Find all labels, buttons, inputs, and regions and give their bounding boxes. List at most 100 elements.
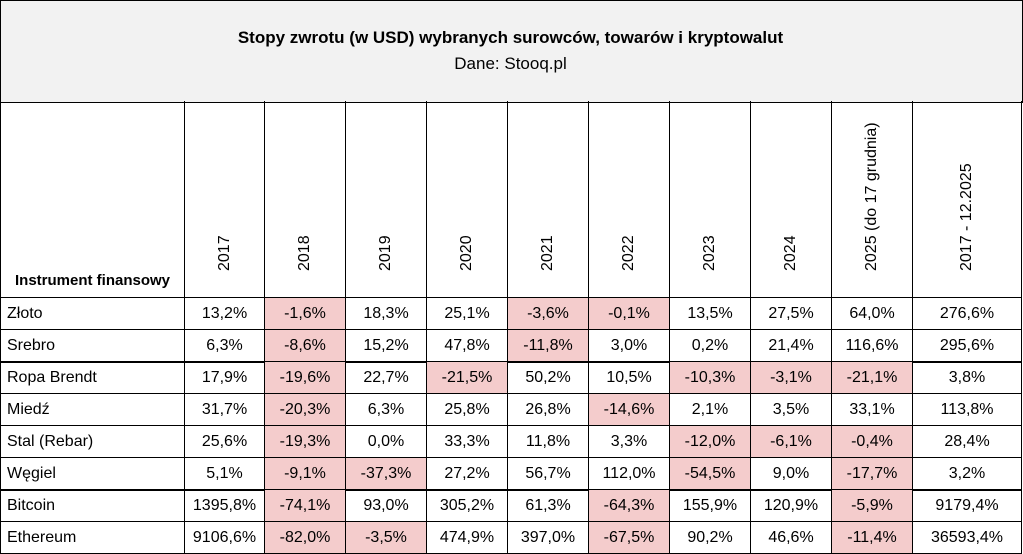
value-cell: 0,0% [346, 426, 427, 458]
column-header: 2020 [427, 101, 508, 298]
value-cell: 25,1% [427, 298, 508, 330]
value-cell: 6,3% [185, 330, 265, 362]
value-cell: 61,3% [508, 490, 589, 522]
value-cell: 64,0% [832, 298, 913, 330]
value-cell: 13,2% [185, 298, 265, 330]
row-label: Złoto [0, 298, 185, 330]
column-header: 2025 (do 17 grudnia) [832, 101, 913, 298]
row-label: Miedź [0, 394, 185, 426]
value-cell: 27,2% [427, 458, 508, 490]
column-header-text: 2024 [782, 235, 799, 271]
value-cell: -3,1% [751, 362, 832, 394]
column-header-text: Instrument finansowy [14, 272, 171, 289]
value-cell: 26,8% [508, 394, 589, 426]
column-header: 2023 [670, 101, 751, 298]
value-cell: 305,2% [427, 490, 508, 522]
group-separator [0, 489, 1022, 491]
subtitle: Dane: Stooq.pl [454, 54, 567, 73]
value-cell: -82,0% [265, 522, 346, 554]
value-cell: -9,1% [265, 458, 346, 490]
row-label: Węgiel [0, 458, 185, 490]
value-cell: -19,3% [265, 426, 346, 458]
value-cell: 1395,8% [185, 490, 265, 522]
column-header-text: 2025 (do 17 grudnia) [863, 122, 880, 271]
column-header: 2024 [751, 101, 832, 298]
value-cell: 3,2% [913, 458, 1022, 490]
value-cell: 113,8% [913, 394, 1022, 426]
value-cell: 22,7% [346, 362, 427, 394]
value-cell: 50,2% [508, 362, 589, 394]
row-label: Ropa Brendt [0, 362, 185, 394]
value-cell: -8,6% [265, 330, 346, 362]
value-cell: 25,6% [185, 426, 265, 458]
value-cell: -64,3% [589, 490, 670, 522]
value-cell: 5,1% [185, 458, 265, 490]
value-cell: 31,7% [185, 394, 265, 426]
column-header: 2021 [508, 101, 589, 298]
value-cell: -6,1% [751, 426, 832, 458]
value-cell: -14,6% [589, 394, 670, 426]
value-cell: 28,4% [913, 426, 1022, 458]
row-label: Srebro [0, 330, 185, 362]
value-cell: 10,5% [589, 362, 670, 394]
value-cell: -0,1% [589, 298, 670, 330]
value-cell: 276,6% [913, 298, 1022, 330]
column-header: 2017 - 12.2025 [913, 101, 1022, 298]
value-cell: 397,0% [508, 522, 589, 554]
value-cell: 2,1% [670, 394, 751, 426]
value-cell: -0,4% [832, 426, 913, 458]
value-cell: 15,2% [346, 330, 427, 362]
value-cell: 155,9% [670, 490, 751, 522]
value-cell: -3,6% [508, 298, 589, 330]
column-header: 2018 [265, 101, 346, 298]
value-cell: -1,6% [265, 298, 346, 330]
value-cell: -5,9% [832, 490, 913, 522]
row-label: Bitcoin [0, 490, 185, 522]
value-cell: 112,0% [589, 458, 670, 490]
column-header-text: 2020 [458, 235, 475, 271]
value-cell: -20,3% [265, 394, 346, 426]
column-header-text: 2022 [620, 235, 637, 271]
value-cell: 3,5% [751, 394, 832, 426]
column-header-text: 2019 [377, 235, 394, 271]
value-cell: 17,9% [185, 362, 265, 394]
value-cell: 474,9% [427, 522, 508, 554]
value-cell: 9,0% [751, 458, 832, 490]
value-cell: 11,8% [508, 426, 589, 458]
value-cell: 116,6% [832, 330, 913, 362]
value-cell: -12,0% [670, 426, 751, 458]
value-cell: 33,3% [427, 426, 508, 458]
value-cell: 13,5% [670, 298, 751, 330]
row-label: Ethereum [0, 522, 185, 554]
value-cell: 33,1% [832, 394, 913, 426]
value-cell: 93,0% [346, 490, 427, 522]
value-cell: -37,3% [346, 458, 427, 490]
value-cell: 295,6% [913, 330, 1022, 362]
value-cell: -21,1% [832, 362, 913, 394]
value-cell: -10,3% [670, 362, 751, 394]
value-cell: 21,4% [751, 330, 832, 362]
value-cell: 6,3% [346, 394, 427, 426]
title-box [0, 0, 1023, 103]
value-cell: -17,7% [832, 458, 913, 490]
value-cell: 9179,4% [913, 490, 1022, 522]
value-cell: 120,9% [751, 490, 832, 522]
title: Stopy zwrotu (w USD) wybranych surowców,… [237, 28, 784, 47]
value-cell: 0,2% [670, 330, 751, 362]
value-cell: -54,5% [670, 458, 751, 490]
value-cell: 9106,6% [185, 522, 265, 554]
column-header-text: 2017 - 12.2025 [958, 163, 975, 271]
value-cell: 56,7% [508, 458, 589, 490]
value-cell: 46,6% [751, 522, 832, 554]
value-cell: 18,3% [346, 298, 427, 330]
column-header-text: 2021 [539, 235, 556, 271]
value-cell: 47,8% [427, 330, 508, 362]
value-cell: 27,5% [751, 298, 832, 330]
value-cell: 25,8% [427, 394, 508, 426]
column-header: 2019 [346, 101, 427, 298]
value-cell: 90,2% [670, 522, 751, 554]
column-header-text: 2023 [701, 235, 718, 271]
column-header: 2017 [185, 101, 265, 298]
group-separator [0, 361, 1022, 363]
